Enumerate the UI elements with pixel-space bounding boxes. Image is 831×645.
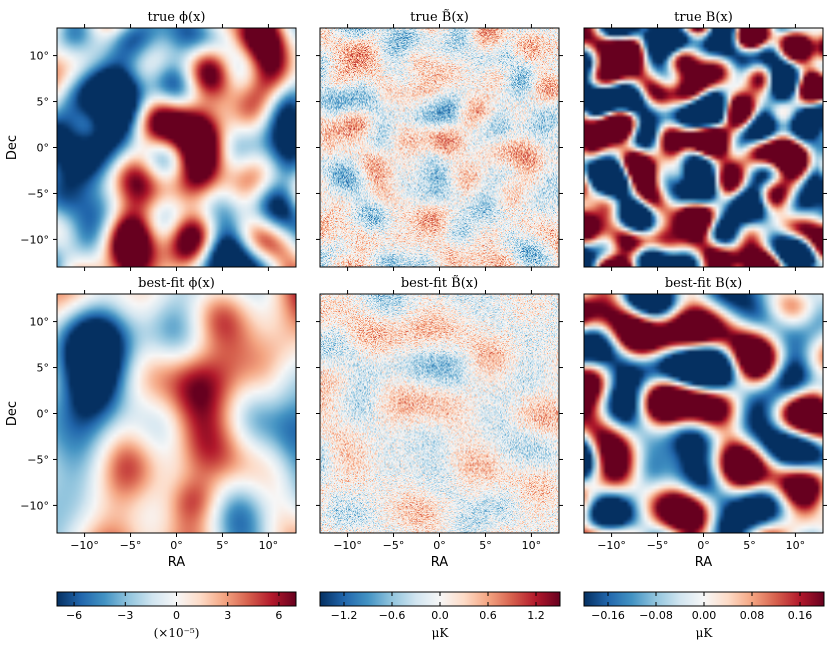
x-tick-label: 5° bbox=[216, 539, 229, 552]
colorbar-label: μK bbox=[432, 626, 450, 640]
x-tick-label: −5° bbox=[647, 539, 669, 552]
x-tick-label: 5° bbox=[743, 539, 756, 552]
panel-title: true B̃(x) bbox=[410, 9, 469, 25]
panel-title: best-fit ϕ(x) bbox=[138, 276, 215, 291]
panel-phi-true: true ϕ(x) 10° 5° 0° −5° −10° Dec bbox=[5, 10, 300, 271]
x-tick-label: 0° bbox=[170, 539, 183, 552]
colorbar-tick-label: −3 bbox=[117, 609, 133, 622]
y-tick-label: 10° bbox=[30, 316, 50, 329]
y-tick-label: 0° bbox=[37, 142, 50, 155]
colorbar-label: (×10⁻⁵) bbox=[154, 626, 200, 640]
x-axis-label: RA bbox=[168, 555, 186, 570]
heatmap-phi-fit bbox=[57, 294, 296, 533]
colorbar-tick-label: 0 bbox=[173, 609, 180, 622]
heatmap-btilde-true bbox=[320, 28, 559, 267]
y-tick-label: 0° bbox=[37, 408, 50, 421]
colorbar-tick-label: −0.08 bbox=[639, 609, 673, 622]
colorbar-tick-label: −0.6 bbox=[379, 609, 406, 622]
x-tick-label: −10° bbox=[333, 539, 362, 552]
colorbar-tick-label: 0.08 bbox=[740, 609, 765, 622]
x-axis-label: RA bbox=[695, 555, 713, 570]
panel-btilde-fit: best-fit B̃(x) −10° −5° 0° 5° 10° RA bbox=[316, 275, 563, 570]
x-tick-label: 10° bbox=[522, 539, 542, 552]
y-tick-label: −5° bbox=[27, 453, 49, 466]
heatmap-b-true bbox=[584, 28, 823, 267]
colorbars-group: −6 −3 0 3 6(×10⁻⁵)−1.2 −0.6 0.0 0.6 1.2μK−0.16 −0… bbox=[56, 591, 825, 640]
colorbar-0: −6 −3 0 3 6 (×10⁻⁵) bbox=[56, 591, 297, 640]
colorbar-tick-label: 0.6 bbox=[479, 609, 497, 622]
panel-b-fit: best-fit B(x) −10° −5° 0° 5° 10° RA bbox=[580, 276, 827, 570]
x-tick-label: 0° bbox=[697, 539, 710, 552]
y-axis-label: Dec bbox=[5, 135, 20, 160]
panel-title: best-fit B(x) bbox=[665, 276, 742, 291]
panel-btilde-true: true B̃(x) bbox=[316, 9, 563, 271]
colorbar-label: μK bbox=[696, 626, 714, 640]
colorbar-tick-label: 0.0 bbox=[431, 609, 449, 622]
colorbar-2: −0.16 −0.08 0.00 0.08 0.16 μK bbox=[583, 591, 825, 640]
colorbar-tick-label: −1.2 bbox=[331, 609, 358, 622]
x-tick-label: −10° bbox=[70, 539, 99, 552]
x-tick-label: 0° bbox=[433, 539, 446, 552]
x-tick-label: −5° bbox=[383, 539, 405, 552]
colorbar-tick-label: 3 bbox=[224, 609, 231, 622]
colorbar-tick-label: 6 bbox=[275, 609, 282, 622]
panel-title: true ϕ(x) bbox=[148, 10, 206, 25]
y-tick-label: −10° bbox=[20, 499, 49, 512]
panel-phi-fit: best-fit ϕ(x) −10° −5° 0° 5° 10° 10° 5° 0° −5° −10… bbox=[5, 276, 300, 570]
colorbar-tick-label: 1.2 bbox=[527, 609, 545, 622]
y-tick-label: 5° bbox=[37, 362, 50, 375]
x-tick-label: 10° bbox=[259, 539, 279, 552]
x-tick-label: −10° bbox=[597, 539, 626, 552]
heatmap-phi-true bbox=[57, 28, 296, 267]
x-tick-label: 10° bbox=[786, 539, 806, 552]
x-tick-label: 5° bbox=[479, 539, 492, 552]
heatmap-b-fit bbox=[584, 294, 823, 533]
panels-group: true ϕ(x) 10° 5° 0° −5° −10° Dec true B̃(x) true… bbox=[5, 9, 827, 570]
x-tick-label: −5° bbox=[120, 539, 142, 552]
colorbar-tick-label: 0.16 bbox=[788, 609, 813, 622]
panel-title: true B(x) bbox=[674, 10, 733, 25]
colorbar-tick-label: −6 bbox=[66, 609, 82, 622]
x-axis-label: RA bbox=[431, 555, 449, 570]
colorbar-1: −1.2 −0.6 0.0 0.6 1.2 μK bbox=[319, 591, 561, 640]
panel-title: best-fit B̃(x) bbox=[401, 275, 478, 291]
colorbar-tick-label: 0.00 bbox=[692, 609, 717, 622]
y-tick-label: −10° bbox=[20, 233, 49, 246]
heatmap-btilde-fit bbox=[320, 294, 559, 533]
y-axis-label: Dec bbox=[5, 401, 20, 426]
colorbar-tick-label: −0.16 bbox=[591, 609, 625, 622]
panel-b-true: true B(x) bbox=[580, 10, 827, 271]
y-tick-label: 10° bbox=[30, 50, 50, 63]
y-tick-label: 5° bbox=[37, 96, 50, 109]
y-tick-label: −5° bbox=[27, 187, 49, 200]
